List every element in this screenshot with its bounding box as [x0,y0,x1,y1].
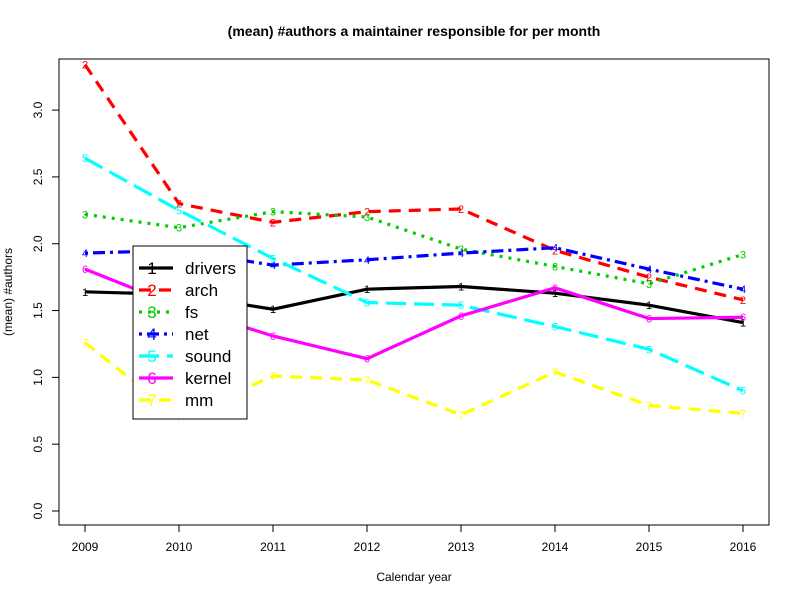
point-marker-sound: 5 [364,298,370,310]
point-marker-sound: 5 [552,322,558,334]
series-layer: 1111111122222222333333334444444455555555… [82,60,746,425]
legend-label-drivers: drivers [185,259,236,278]
legend-label-fs: fs [185,303,198,322]
point-marker-sound: 5 [458,300,464,312]
point-marker-mm: 7 [552,367,558,379]
point-marker-net: 4 [82,248,88,260]
point-marker-drivers: 1 [740,318,746,330]
point-marker-mm: 7 [364,375,370,387]
point-marker-net: 4 [364,255,370,267]
x-tick-label: 2014 [542,540,569,554]
point-marker-kernel: 6 [270,331,276,343]
point-marker-net: 4 [740,284,746,296]
point-marker-drivers: 1 [82,287,88,299]
point-marker-drivers: 1 [646,300,652,312]
x-tick-label: 2015 [636,540,663,554]
point-marker-fs: 3 [646,279,652,291]
point-marker-fs: 3 [176,223,182,235]
x-tick-label: 2009 [72,540,99,554]
legend-marker-mm: 7 [147,391,156,410]
legend-label-arch: arch [185,281,218,300]
point-marker-fs: 3 [82,209,88,221]
legend: 1 drivers 2 arch 3 fs 4 net 5 sound 6 kernel 7 mm [132,245,248,420]
y-tick-label: 2.0 [31,235,45,252]
point-marker-fs: 3 [270,207,276,219]
point-marker-arch: 2 [458,204,464,216]
legend-marker-arch: 2 [147,281,156,300]
y-tick-label: 1.0 [31,369,45,386]
legend-label-sound: sound [185,347,231,366]
series-fs: 3 3 3 3 3 3 3 3 [82,207,746,291]
point-marker-fs: 3 [552,261,558,273]
point-marker-arch: 2 [646,272,652,284]
point-marker-sound: 5 [646,344,652,356]
point-marker-arch: 2 [552,245,558,257]
point-marker-arch: 2 [176,199,182,211]
x-axis: 2009 2010 2011 2012 2013 2014 2015 2016 [72,524,757,554]
chart-title: (mean) #authors a maintainer responsible… [228,23,601,39]
point-marker-net: 4 [270,260,276,272]
point-marker-sound: 5 [82,153,88,165]
legend-marker-fs: 3 [147,303,156,322]
y-tick-label: 1.5 [31,302,45,319]
legend-label-kernel: kernel [185,369,231,388]
point-marker-fs: 3 [364,212,370,224]
series-sound: 5 5 5 5 5 5 5 5 [82,153,746,398]
point-marker-kernel: 6 [740,312,746,324]
y-axis: 0.0 0.5 1.0 1.5 2.0 2.5 3.0 [31,101,60,519]
point-marker-sound: 5 [740,386,746,398]
point-marker-drivers: 1 [458,281,464,293]
x-tick-label: 2016 [730,540,757,554]
series-line-mm [84,341,744,420]
point-marker-fs: 3 [458,244,464,256]
legend-marker-drivers: 1 [147,259,156,278]
point-marker-arch: 2 [82,60,88,72]
point-marker-net: 4 [552,243,558,255]
point-marker-mm: 7 [270,371,276,383]
x-tick-label: 2012 [354,540,381,554]
x-axis-label: Calendar year [376,570,451,584]
point-marker-sound: 5 [270,253,276,265]
x-tick-label: 2013 [448,540,475,554]
legend-marker-sound: 5 [147,347,156,366]
point-marker-net: 4 [458,248,464,260]
point-marker-kernel: 6 [552,283,558,295]
point-marker-mm: 7 [646,400,652,412]
point-marker-kernel: 6 [458,311,464,323]
point-marker-mm: 7 [458,410,464,422]
series-line-arch [83,63,744,302]
point-marker-drivers: 1 [552,288,558,300]
series-arch: 2 2 2 2 2 2 2 2 [82,60,746,307]
point-marker-drivers: 1 [270,304,276,316]
y-tick-label: 3.0 [31,101,45,118]
series-line-fs [84,210,744,286]
x-tick-label: 2011 [260,540,286,554]
point-marker-drivers: 1 [364,284,370,296]
point-marker-arch: 2 [270,217,276,229]
x-tick-label: 2010 [166,540,193,554]
legend-label-net: net [185,325,209,344]
series-line-sound [84,156,744,393]
legend-marker-net: 4 [147,325,156,344]
y-tick-label: 2.5 [31,168,45,185]
legend-label-mm: mm [185,391,213,410]
point-marker-kernel: 6 [364,354,370,366]
y-tick-label: 0.0 [31,502,45,519]
point-marker-fs: 3 [740,249,746,261]
legend-marker-kernel: 6 [147,369,156,388]
point-marker-arch: 2 [364,207,370,219]
y-tick-label: 0.5 [31,436,45,453]
point-marker-net: 4 [646,264,652,276]
point-marker-mm: 7 [740,408,746,420]
point-marker-sound: 5 [176,205,182,217]
point-marker-kernel: 6 [646,314,652,326]
y-axis-label: (mean) #authors [1,248,15,336]
point-marker-mm: 7 [82,338,88,350]
point-marker-kernel: 6 [82,264,88,276]
point-marker-arch: 2 [740,295,746,307]
